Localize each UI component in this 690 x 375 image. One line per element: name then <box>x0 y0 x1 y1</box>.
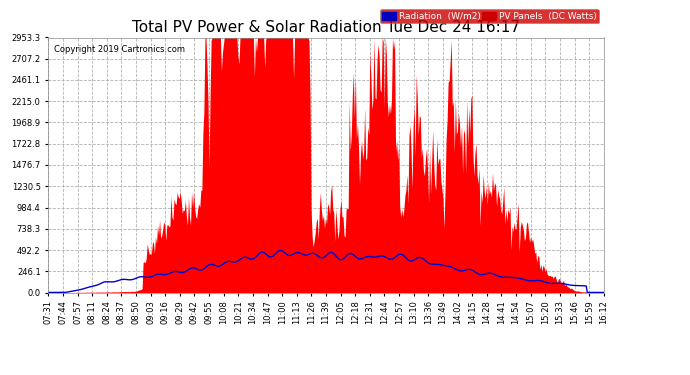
Title: Total PV Power & Solar Radiation Tue Dec 24 16:17: Total PV Power & Solar Radiation Tue Dec… <box>132 20 520 35</box>
Text: Copyright 2019 Cartronics.com: Copyright 2019 Cartronics.com <box>54 45 185 54</box>
Legend: Radiation  (W/m2), PV Panels  (DC Watts): Radiation (W/m2), PV Panels (DC Watts) <box>380 9 599 23</box>
